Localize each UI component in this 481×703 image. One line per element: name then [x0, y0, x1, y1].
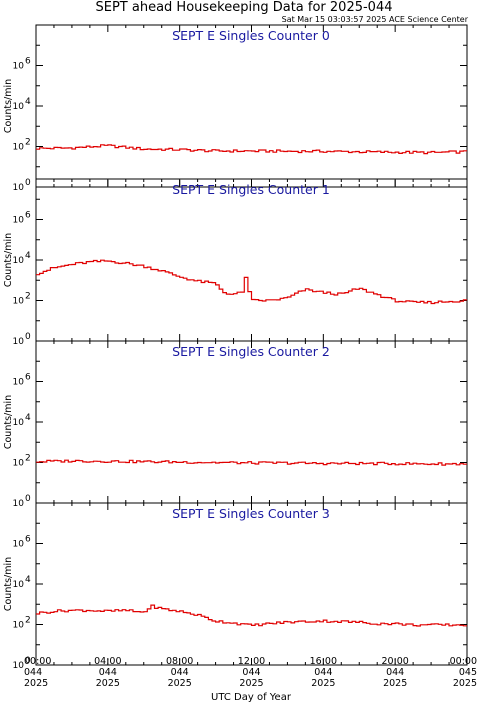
y-tick-label: 10: [13, 256, 25, 266]
x-tick-label: 2025: [453, 678, 477, 689]
y-tick-exponent: 0: [25, 494, 31, 504]
y-tick-exponent: 4: [25, 575, 31, 585]
x-tick-label: 2025: [239, 678, 263, 689]
x-axis-labels: 00:00044202504:00044202508:00044202512:0…: [24, 656, 477, 689]
y-tick-label: 10: [13, 621, 25, 631]
y-tick-exponent: 6: [25, 373, 31, 383]
panel-title: SEPT E Singles Counter 2: [172, 344, 330, 359]
x-tick-label: 045: [459, 667, 477, 678]
plot-frame: [35, 502, 468, 666]
x-tick-label: 044: [242, 667, 260, 678]
y-tick-exponent: 6: [25, 57, 31, 67]
series-line: [36, 144, 467, 155]
y-tick-exponent: 2: [25, 616, 31, 626]
y-tick-exponent: 4: [25, 251, 31, 261]
y-tick-label: 10: [13, 297, 25, 307]
x-tick-label: 00:00: [450, 656, 477, 667]
y-axis-label: Counts/min: [3, 395, 14, 449]
x-axis-label: UTC Day of Year: [211, 692, 292, 703]
y-tick-exponent: 4: [25, 413, 31, 423]
panel-title: SEPT E Singles Counter 1: [172, 182, 330, 197]
timestamp: Sat Mar 15 03:03:57 2025 ACE Science Cen…: [282, 15, 469, 24]
x-tick-label: 044: [386, 667, 404, 678]
series-line: [36, 259, 467, 305]
x-tick-label: 2025: [96, 678, 120, 689]
y-tick-label: 10: [13, 183, 25, 193]
x-tick-label: 044: [171, 667, 189, 678]
y-tick-exponent: 6: [25, 211, 31, 221]
y-tick-label: 10: [13, 337, 25, 347]
plot-frame: [35, 24, 468, 188]
y-tick-label: 10: [13, 661, 25, 671]
x-tick-label: 04:00: [94, 656, 121, 667]
x-tick-label: 2025: [311, 678, 335, 689]
y-tick-label: 10: [13, 580, 25, 590]
y-axis-label: Counts/min: [3, 79, 14, 133]
y-tick-label: 10: [13, 102, 25, 112]
y-tick-exponent: 2: [25, 454, 31, 464]
x-tick-label: 2025: [24, 678, 48, 689]
y-tick-label: 10: [13, 378, 25, 388]
y-tick-label: 10: [13, 459, 25, 469]
y-tick-label: 10: [13, 216, 25, 226]
y-tick-exponent: 4: [25, 97, 31, 107]
y-tick-exponent: 2: [25, 138, 31, 148]
y-tick-exponent: 0: [25, 656, 31, 666]
x-tick-label: 16:00: [310, 656, 337, 667]
panel-title: SEPT E Singles Counter 3: [172, 506, 330, 521]
series-line: [36, 604, 467, 627]
y-tick-exponent: 0: [25, 332, 31, 342]
x-tick-label: 12:00: [238, 656, 265, 667]
x-tick-label: 044: [24, 667, 42, 678]
y-axis-label: Counts/min: [3, 233, 14, 287]
x-tick-label: 044: [314, 667, 332, 678]
series-line: [36, 459, 467, 466]
x-tick-label: 08:00: [166, 656, 193, 667]
y-tick-label: 10: [13, 540, 25, 550]
y-axis-label: Counts/min: [3, 557, 14, 611]
figure-title: SEPT ahead Housekeeping Data for 2025-04…: [96, 0, 393, 15]
x-tick-label: 2025: [383, 678, 407, 689]
x-tick-label: 044: [99, 667, 117, 678]
y-tick-exponent: 6: [25, 535, 31, 545]
y-tick-label: 10: [13, 143, 25, 153]
panel-title: SEPT E Singles Counter 0: [172, 28, 330, 43]
y-tick-exponent: 2: [25, 292, 31, 302]
x-tick-label: 20:00: [381, 656, 408, 667]
x-tick-label: 2025: [168, 678, 192, 689]
x-tick-label: 00:00: [24, 656, 51, 667]
plot-frame: [35, 340, 468, 504]
y-tick-label: 10: [13, 499, 25, 509]
y-tick-label: 10: [13, 418, 25, 428]
y-tick-exponent: 0: [25, 178, 31, 188]
y-tick-label: 10: [13, 62, 25, 72]
